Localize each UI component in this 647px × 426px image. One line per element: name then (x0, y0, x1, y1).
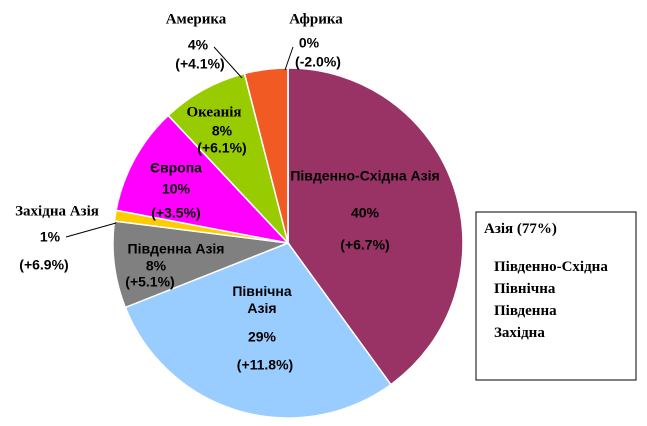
slice-name: Південна Азія (127, 240, 225, 257)
change-label: (+3.5%) (151, 204, 201, 221)
slices (112, 67, 464, 419)
value-label: 8% (211, 122, 233, 139)
pie-slice (115, 114, 291, 245)
pie-slice (287, 67, 464, 386)
value-label: 8% (145, 257, 167, 274)
slice-name: Європа (150, 159, 202, 176)
change-label: (+6.1%) (197, 139, 247, 156)
change-label: (-2.0%) (295, 53, 341, 70)
pie-slice (124, 242, 392, 419)
change-label: (+6.9%) (19, 256, 69, 273)
legend-item: Північна (494, 281, 556, 297)
legend-item: Південна (494, 303, 557, 319)
value-label: 0% (298, 34, 320, 51)
value-label: 1% (39, 228, 61, 245)
leader-line (65, 222, 117, 238)
legend-title: Азія (77%) (484, 221, 557, 237)
change-label: (+11.8%) (236, 356, 294, 373)
value-label: 29% (247, 328, 277, 345)
slice-name: Океанія (186, 104, 242, 121)
slice-name: Західна Азія (15, 203, 99, 220)
value-label: 40% (350, 204, 380, 221)
change-label: (+5.1%) (125, 273, 175, 290)
value-label: 10% (161, 180, 191, 197)
change-label: (+6.7%) (340, 236, 390, 253)
legend-box (475, 211, 637, 381)
slice-name: Північна Азія (232, 283, 292, 316)
slice-name: Південно-Східна Азія (290, 167, 440, 184)
slice-name: Африка (289, 11, 343, 28)
value-label: 4% (187, 36, 209, 53)
legend-item: Південно-Східна (494, 259, 608, 275)
leader-line (284, 46, 294, 71)
legend-item: Західна (494, 325, 545, 341)
leader-line (213, 46, 243, 79)
change-label: (+4.1%) (175, 55, 225, 72)
slice-name: Америка (165, 11, 227, 28)
